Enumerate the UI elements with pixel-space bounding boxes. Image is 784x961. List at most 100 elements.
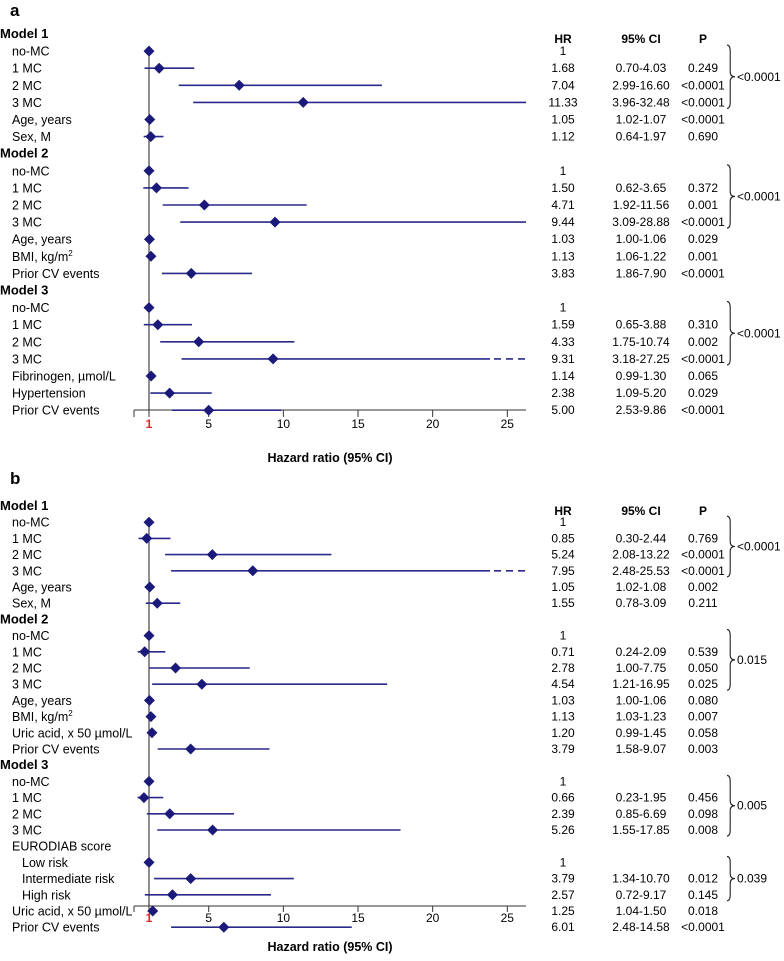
- x-tick-label: 1: [146, 911, 153, 925]
- panel-letter: b: [10, 469, 20, 488]
- hr-marker: [166, 889, 178, 901]
- p-value: 0.456: [688, 791, 718, 805]
- ci-value: 0.30-2.44: [616, 531, 667, 545]
- hr-value: 1.14: [551, 369, 575, 383]
- row-label: no-MC: [12, 45, 50, 59]
- row-label: 3 MC: [12, 96, 42, 110]
- row-label: Sex, M: [12, 130, 51, 144]
- ci-value: 3.09-28.88: [612, 215, 670, 229]
- p-value: 0.145: [688, 888, 718, 902]
- row-label: Prior CV events: [12, 743, 100, 757]
- hr-value: 1: [560, 164, 567, 178]
- row-label: no-MC: [12, 301, 50, 315]
- p-value: <0.0001: [681, 548, 725, 562]
- x-tick-label: 15: [351, 911, 365, 925]
- hr-marker: [144, 114, 156, 125]
- x-tick-label: 25: [501, 911, 515, 925]
- hr-value: 6.01: [551, 920, 575, 934]
- model-heading: Model 3: [0, 757, 48, 772]
- hr-value: 2.78: [551, 661, 575, 675]
- x-axis-title: Hazard ratio (95% CI): [267, 940, 392, 954]
- row-label: EURODIAB score: [12, 840, 111, 854]
- ci-value: 1.00-7.75: [616, 661, 667, 675]
- row-label: 2 MC: [12, 335, 42, 349]
- group-p-value: <0.0001: [737, 70, 781, 84]
- hr-marker: [143, 302, 155, 314]
- hr-marker: [145, 370, 157, 382]
- hr-marker: [233, 79, 245, 91]
- hr-marker: [151, 597, 163, 609]
- p-value: <0.0001: [681, 95, 725, 109]
- ci-value: 1.00-1.06: [616, 693, 667, 707]
- ci-value: 2.48-25.53: [612, 564, 670, 578]
- hr-value: 3.79: [551, 872, 575, 886]
- x-tick-label: 25: [501, 417, 515, 431]
- row-label: 1 MC: [12, 791, 42, 805]
- ci-value: 0.24-2.09: [616, 645, 667, 659]
- row-label: 3 MC: [12, 678, 42, 692]
- hr-marker: [150, 182, 162, 194]
- p-value: 0.058: [688, 726, 718, 740]
- hr-value: 7.95: [551, 564, 575, 578]
- row-label: Age, years: [12, 581, 72, 595]
- x-tick-label: 1: [146, 417, 153, 431]
- x-tick-label: 15: [351, 417, 365, 431]
- p-value: 0.003: [688, 742, 718, 756]
- hr-value: 11.33: [548, 95, 577, 109]
- p-value: <0.0001: [681, 215, 725, 229]
- superscript: 2: [68, 709, 73, 718]
- p-value: 0.029: [688, 386, 718, 400]
- panel-letter: a: [10, 1, 20, 20]
- p-value: <0.0001: [681, 352, 725, 366]
- row-label: 2 MC: [12, 548, 42, 562]
- p-value: 0.029: [688, 232, 718, 246]
- hr-marker: [143, 516, 155, 528]
- ci-value: 2.53-9.86: [616, 403, 667, 417]
- ci-value: 0.65-3.88: [616, 318, 667, 332]
- row-label: BMI, kg/m2: [12, 709, 73, 724]
- hr-value: 3.83: [551, 266, 575, 280]
- p-value: 0.001: [688, 198, 718, 212]
- hr-value: 2.39: [551, 807, 575, 821]
- hr-marker: [185, 267, 197, 279]
- hr-marker: [143, 233, 155, 245]
- hr-marker: [147, 905, 159, 917]
- hr-marker: [185, 743, 197, 755]
- row-label: Hypertension: [12, 387, 86, 401]
- group-brace: [726, 44, 736, 109]
- hr-marker: [206, 549, 218, 561]
- ci-value: 0.62-3.65: [616, 181, 667, 195]
- hr-marker: [152, 319, 164, 331]
- group-p-value: 0.005: [737, 799, 767, 813]
- group-brace: [726, 515, 736, 578]
- x-tick-label: 10: [277, 911, 291, 925]
- row-label: 1 MC: [12, 645, 42, 659]
- hr-marker: [146, 727, 158, 739]
- hr-marker: [297, 96, 309, 108]
- ci-value: 1.75-10.74: [612, 335, 670, 349]
- hr-marker: [267, 353, 279, 365]
- hr-value: 1.13: [551, 710, 575, 724]
- hr-value: 1.55: [551, 596, 575, 610]
- hr-marker: [153, 62, 165, 74]
- ci-value: 0.70-4.03: [616, 61, 667, 75]
- row-label: Prior CV events: [12, 267, 100, 281]
- p-value: 0.025: [688, 677, 718, 691]
- hr-value: 3.79: [551, 742, 575, 756]
- row-label: Sex, M: [12, 597, 51, 611]
- hr-value: 9.44: [551, 215, 575, 229]
- group-brace: [726, 164, 736, 229]
- hr-marker: [138, 792, 150, 804]
- hr-value: 1.03: [551, 232, 575, 246]
- p-value: <0.0001: [681, 266, 725, 280]
- ci-value: 1.34-10.70: [612, 872, 670, 886]
- row-label: 2 MC: [12, 662, 42, 676]
- x-tick-label: 5: [205, 911, 212, 925]
- p-value: 0.018: [688, 904, 718, 918]
- hr-value: 5.00: [551, 403, 575, 417]
- model-heading: Model 1: [0, 26, 48, 41]
- hr-value: 2.57: [551, 888, 575, 902]
- hr-marker: [269, 216, 281, 228]
- ci-value: 1.04-1.50: [616, 904, 667, 918]
